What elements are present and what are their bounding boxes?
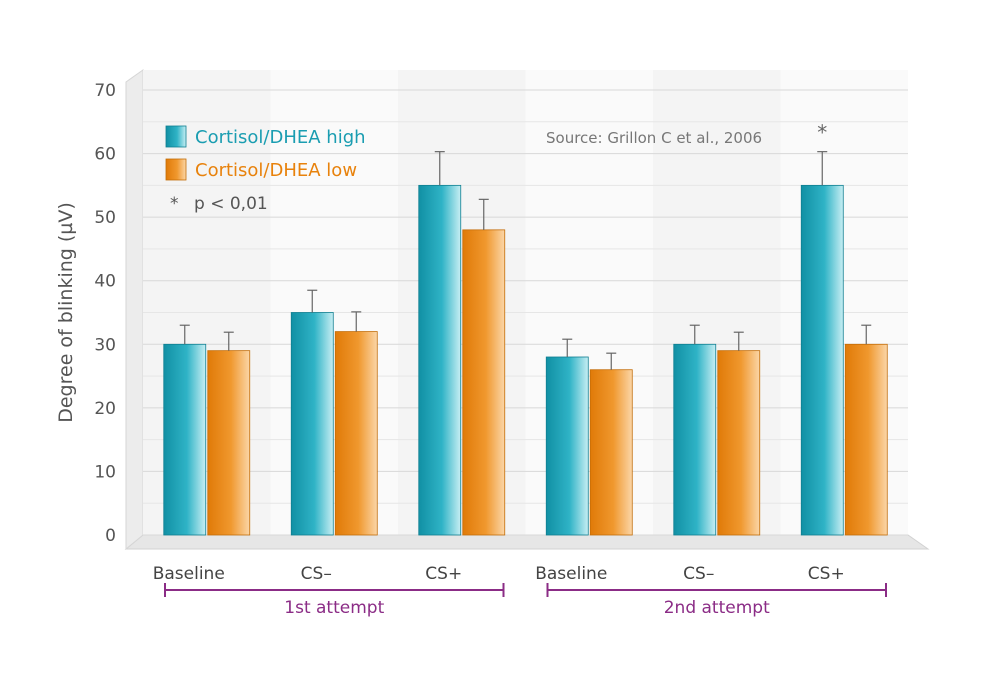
plot-stripe: [780, 70, 908, 535]
x-tick-label: Baseline: [153, 564, 225, 584]
bar-high: [290, 312, 334, 536]
x-tick-label: CS+: [425, 564, 462, 584]
legend-swatch: [165, 125, 187, 148]
bar-low: [207, 350, 251, 536]
group-label: 1st attempt: [284, 598, 384, 618]
bar-high: [800, 184, 844, 536]
legend-significance-label: p < 0,01: [194, 194, 268, 214]
x-tick-label: CS+: [808, 564, 845, 584]
y-tick-label: 20: [94, 399, 116, 419]
bar-low: [844, 343, 888, 536]
x-tick-label: Baseline: [535, 564, 607, 584]
y-tick-label: 50: [94, 208, 116, 228]
x-tick-label: CS–: [683, 564, 714, 584]
group-label: 2nd attempt: [664, 598, 770, 618]
legend-swatch: [165, 158, 187, 181]
bar-high: [418, 184, 462, 536]
y-tick-label: 40: [94, 272, 116, 292]
legend-label: Cortisol/DHEA low: [195, 160, 357, 181]
source-note: Source: Grillon C et al., 2006: [546, 129, 762, 147]
x-tick-label: CS–: [301, 564, 332, 584]
bar-high: [163, 343, 207, 536]
y-tick-label: 10: [94, 462, 116, 482]
bar-low: [717, 350, 761, 536]
legend-label: Cortisol/DHEA high: [195, 127, 366, 148]
chart-left-wall: [125, 69, 144, 551]
y-tick-label: 0: [105, 526, 116, 546]
legend-significance-marker: *: [170, 194, 179, 214]
chart-floor: [124, 534, 930, 550]
bar-high: [673, 343, 717, 536]
y-axis-title: Degree of blinking (µV): [55, 202, 77, 423]
plot-stripe: [398, 70, 526, 535]
bar-low: [334, 331, 378, 536]
y-tick-label: 70: [94, 81, 116, 101]
significance-marker: *: [817, 121, 827, 145]
bar-low: [589, 369, 633, 536]
bar-low: [462, 229, 506, 536]
y-tick-label: 30: [94, 335, 116, 355]
bar-high: [545, 356, 589, 536]
y-tick-label: 60: [94, 145, 116, 165]
